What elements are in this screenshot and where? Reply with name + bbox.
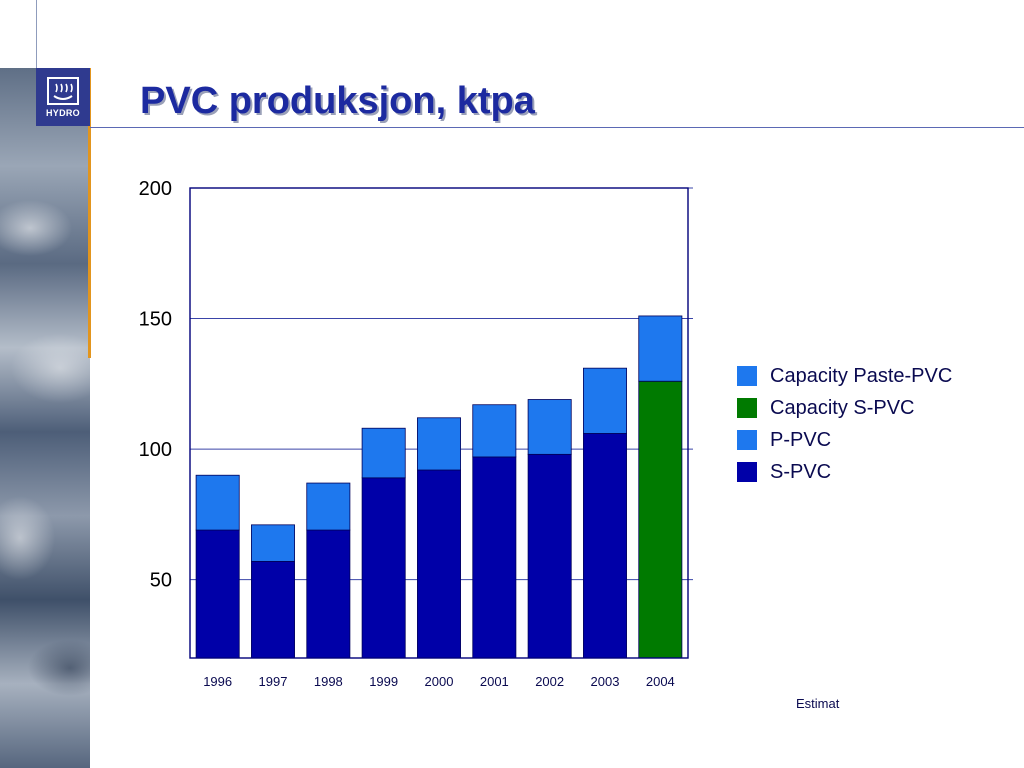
legend-label: S-PVC (770, 460, 832, 483)
bar-p-pvc-1997 (251, 524, 295, 562)
x-tick-label: 1996 (203, 674, 232, 689)
legend-label: Capacity S-PVC (770, 396, 915, 419)
legend-label: P-PVC (770, 428, 832, 451)
y-tick-label: 50 (150, 570, 172, 592)
y-tick-label: 200 (139, 178, 172, 200)
bar-p-pvc-2000 (417, 417, 461, 471)
legend-item: S-PVC (737, 456, 952, 488)
bar-s-pvc-1996 (195, 529, 240, 659)
x-tick-label: 2000 (425, 674, 454, 689)
bar-p-pvc-1996 (195, 474, 240, 531)
page-title: PVC produksjon, ktpa (140, 80, 535, 122)
legend-item: Capacity S-PVC (737, 392, 952, 424)
legend-item: Capacity Paste-PVC (737, 360, 952, 392)
title-underline (90, 127, 1024, 128)
legend-swatch (737, 430, 757, 450)
bar-s-pvc-2002 (527, 453, 572, 659)
bar-capacity-paste-pvc-2004 (638, 315, 683, 382)
hydro-logo: HYDRO (36, 68, 90, 126)
x-tick-label: 1997 (259, 674, 288, 689)
chart-legend: Capacity Paste-PVC Capacity S-PVC P-PVC S-P… (737, 360, 952, 488)
bar-s-pvc-1999 (361, 477, 406, 659)
y-tick-label: 150 (139, 309, 172, 331)
decorative-photo-strip (0, 68, 90, 768)
legend-label: Capacity Paste-PVC (770, 364, 953, 387)
plot-frame (189, 187, 689, 659)
legend-swatch (737, 366, 757, 386)
estimate-annotation: Estimat (796, 696, 840, 711)
x-tick-label: 2003 (591, 674, 620, 689)
bar-s-pvc-1998 (306, 529, 351, 659)
x-tick-label: 2004 (646, 674, 675, 689)
bar-capacity-s-pvc-2004 (638, 380, 683, 659)
cloud-texture (0, 68, 90, 768)
bar-p-pvc-2002 (527, 399, 572, 455)
bar-p-pvc-1998 (306, 482, 351, 531)
x-axis-tick-labels: 1996 1997 1998 1999 2000 2001 2002 2003 2004 (203, 674, 675, 689)
legend-swatch (737, 462, 757, 482)
x-tick-label: 2001 (480, 674, 509, 689)
x-tick-label: 1999 (369, 674, 398, 689)
x-tick-label: 2002 (535, 674, 564, 689)
legend-swatch (737, 398, 757, 418)
logo-wordmark: HYDRO (45, 108, 80, 118)
viking-ship-icon (47, 77, 79, 105)
bar-p-pvc-2003 (583, 367, 627, 434)
bar-p-pvc-1999 (361, 427, 406, 479)
y-axis-tick-labels: 50 100 150 200 (139, 178, 172, 592)
y-tick-label: 100 (139, 439, 172, 461)
bar-s-pvc-2001 (472, 456, 517, 659)
divider-line (36, 0, 37, 68)
bar-stacks (195, 315, 683, 659)
bar-s-pvc-1997 (251, 560, 295, 659)
bar-s-pvc-2000 (417, 469, 461, 659)
legend-item: P-PVC (737, 424, 952, 456)
bar-s-pvc-2003 (583, 433, 627, 659)
x-tick-label: 1998 (314, 674, 343, 689)
accent-line (88, 68, 91, 358)
bar-p-pvc-2001 (472, 404, 517, 458)
